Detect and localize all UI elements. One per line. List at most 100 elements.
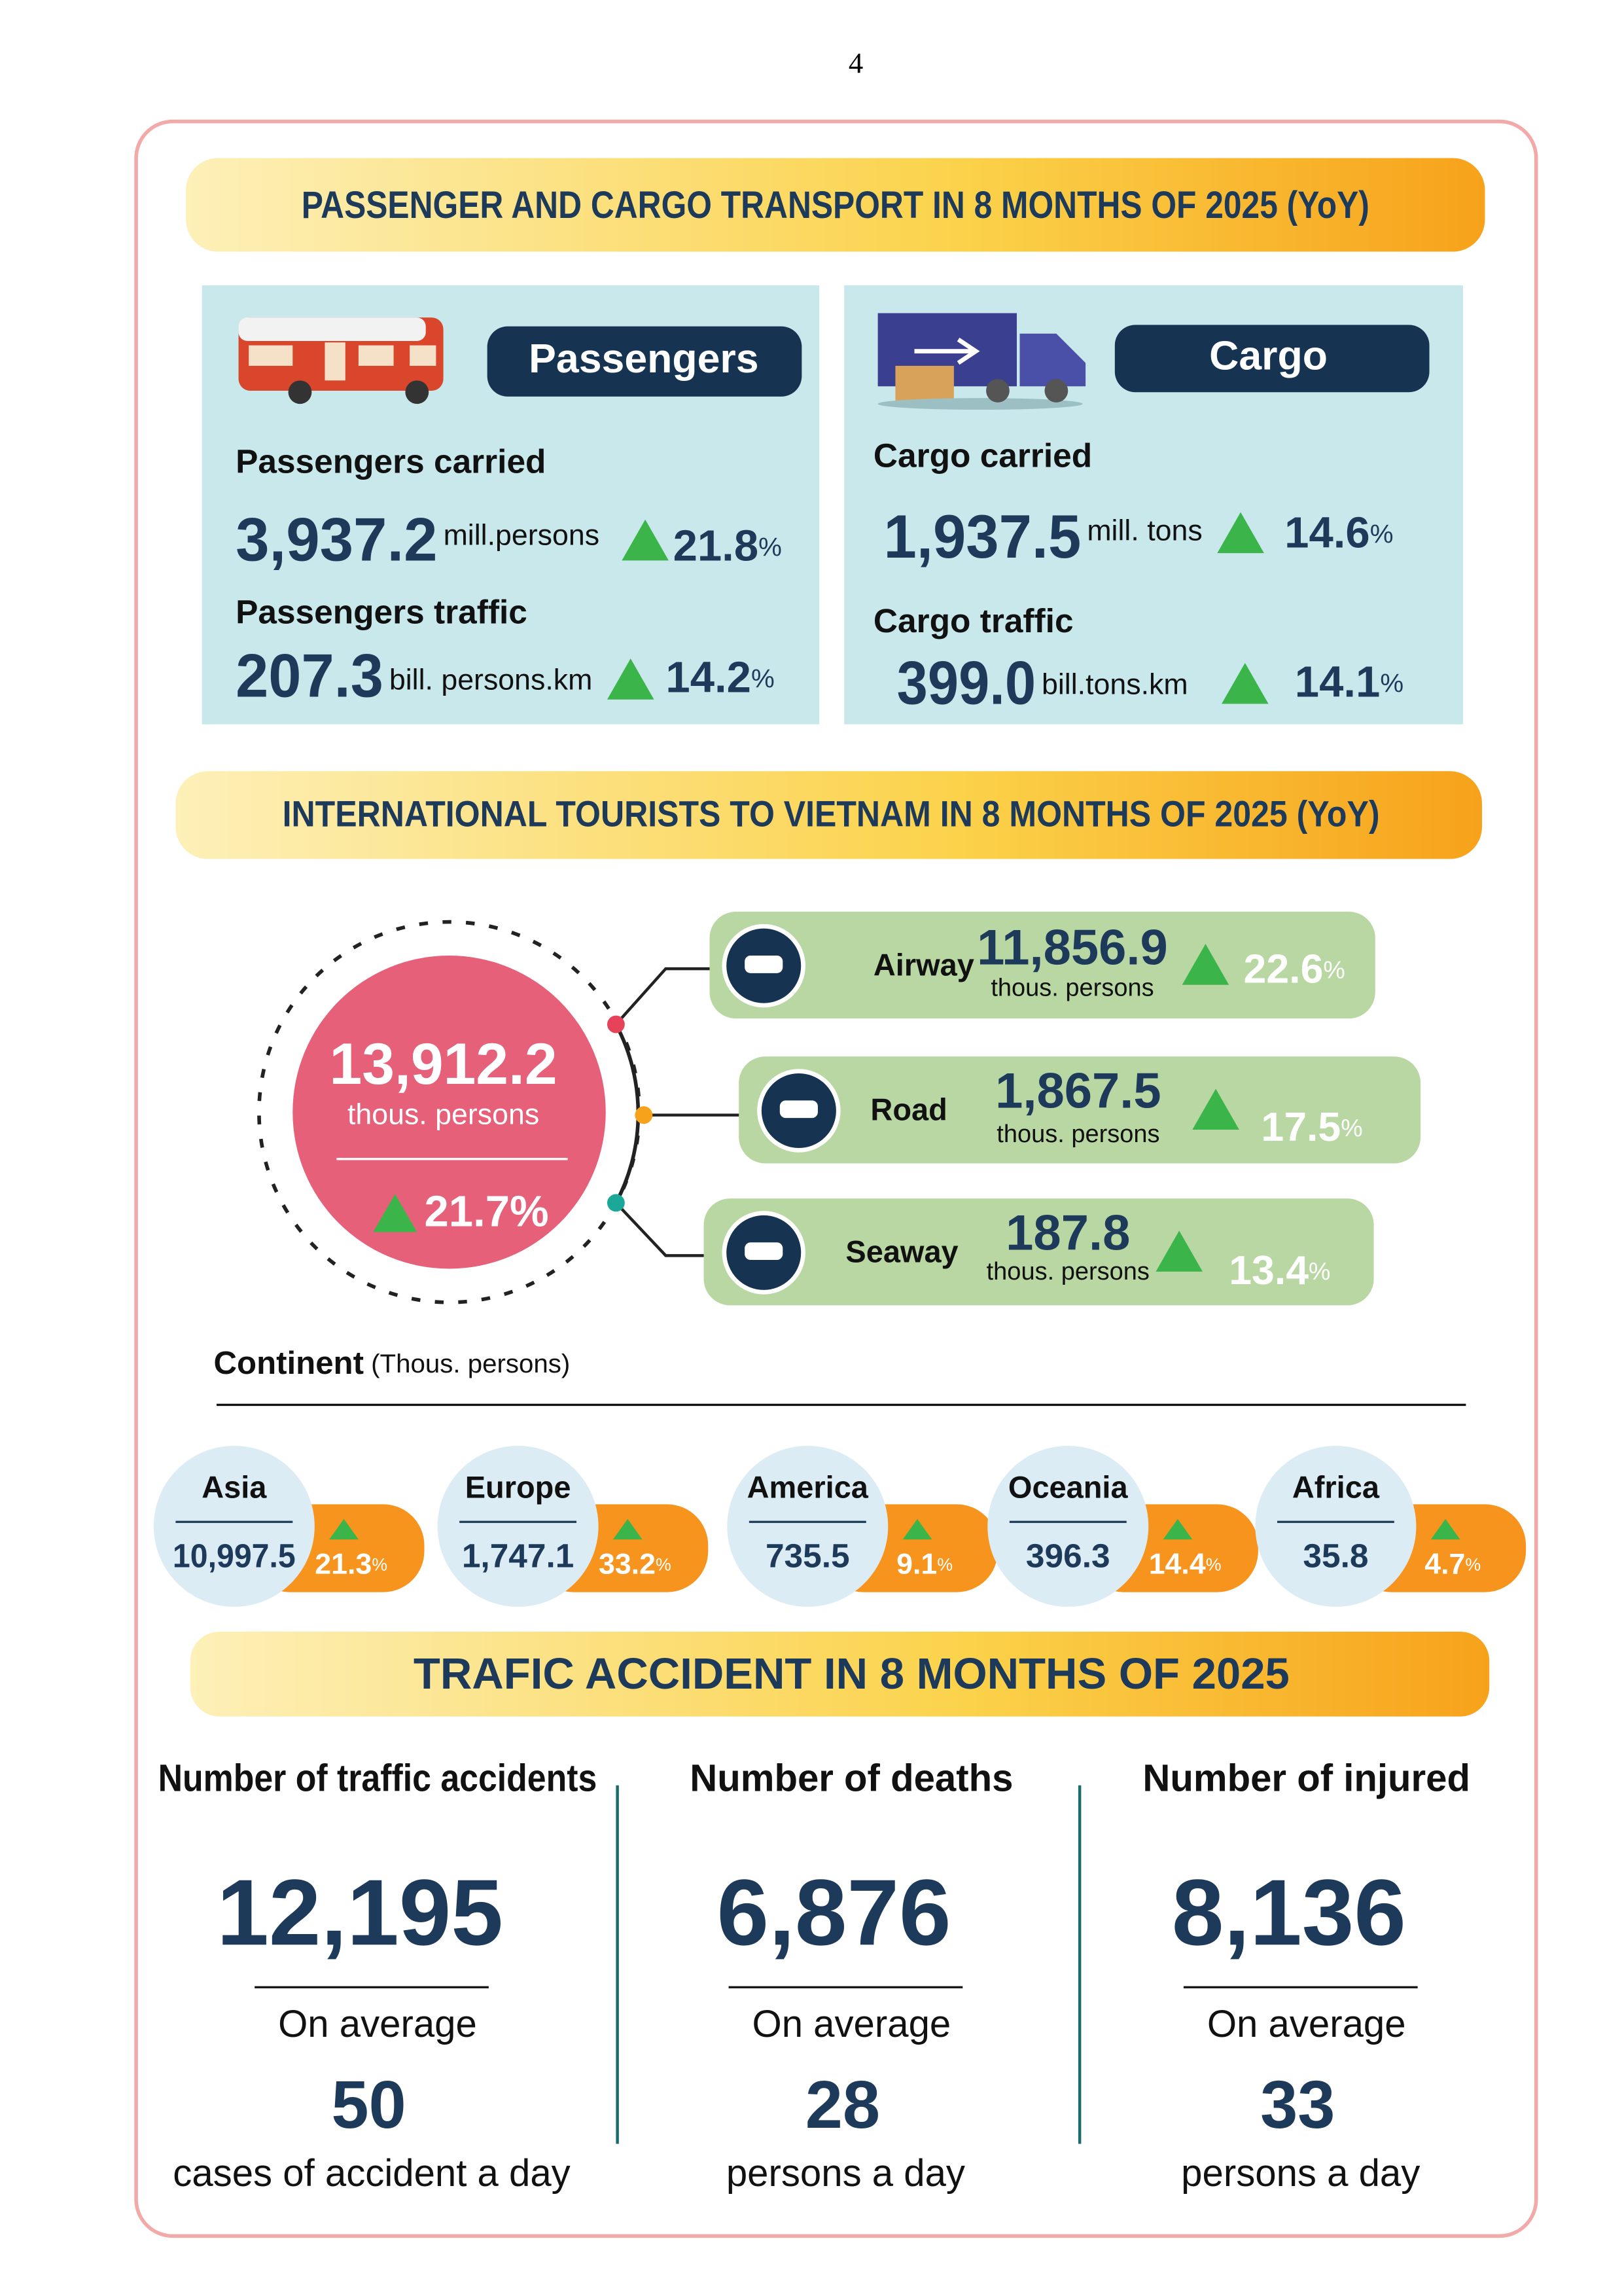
avg-label: On average <box>1207 2003 1406 2045</box>
metric-value: 207.3 <box>236 641 383 709</box>
change: 21.8% <box>673 521 782 570</box>
continent-name: Europe <box>465 1469 571 1504</box>
section-title: INTERNATIONAL TOURISTS TO VIETNAM IN 8 M… <box>283 793 1380 834</box>
column-value: 12,195 <box>217 1860 503 1965</box>
mode-name: Road <box>870 1092 947 1127</box>
change-value: 14.1 <box>1295 657 1381 706</box>
mode-box <box>709 911 1375 1019</box>
label-pill <box>1114 325 1430 393</box>
section-title: PASSENGER AND CARGO TRANSPORT IN 8 MONTH… <box>302 184 1369 226</box>
change-unit: % <box>372 1554 387 1574</box>
mode-icon-glyph <box>745 955 783 973</box>
continent-value: 735.5 <box>766 1537 850 1575</box>
mode-icon-glyph <box>745 1242 783 1261</box>
up-arrow <box>607 658 654 700</box>
change-value: 14.2 <box>665 653 751 702</box>
column-heading: Number of deaths <box>690 1757 1013 1799</box>
page-number: 4 <box>849 46 863 79</box>
metric-name: Passengers carried <box>236 442 546 480</box>
change-unit: % <box>751 664 775 693</box>
change-unit: % <box>1309 1257 1330 1285</box>
metric-name: Cargo traffic <box>874 601 1074 639</box>
continent-circle <box>1255 1445 1417 1607</box>
continent-label: Continent <box>214 1345 364 1381</box>
avg-value: 33 <box>1260 2067 1335 2142</box>
continent-circle <box>987 1445 1149 1607</box>
total-change: 21.7% <box>425 1187 549 1236</box>
total-circle <box>292 955 606 1269</box>
continent-heading: Continent (Thous. persons) <box>214 1345 571 1381</box>
change: 14.1% <box>1295 657 1403 706</box>
change-unit: % <box>1370 519 1394 548</box>
panel-label: Cargo <box>1209 332 1328 378</box>
change: 14.2% <box>665 653 774 702</box>
avg-label: On average <box>752 2003 951 2045</box>
change-unit: % <box>1465 1554 1481 1574</box>
mode-unit: thous. persons <box>997 1121 1159 1148</box>
up-arrow <box>329 1518 359 1540</box>
continent-unit: (Thous. persons) <box>371 1349 570 1378</box>
change-unit: % <box>1380 668 1403 698</box>
change-value: 9.1 <box>896 1548 937 1580</box>
avg-value: 50 <box>331 2067 406 2142</box>
metric-value: 1,937.5 <box>884 502 1082 571</box>
change: 17.5% <box>1261 1104 1362 1150</box>
up-arrow <box>1192 1088 1239 1130</box>
mode-name: Airway <box>874 947 974 982</box>
dot <box>607 1015 625 1033</box>
panel-label: Passengers <box>529 336 758 382</box>
avg-unit: persons a day <box>726 2152 965 2195</box>
avg-unit: persons a day <box>1181 2152 1420 2195</box>
avg-label: On average <box>278 2003 477 2045</box>
mode-box <box>739 1056 1421 1164</box>
continent-value: 396.3 <box>1026 1537 1110 1575</box>
continent-value: 10,997.5 <box>173 1537 296 1575</box>
change-unit: % <box>1206 1554 1222 1574</box>
avg-unit: cases of accident a day <box>173 2152 570 2195</box>
banner <box>175 771 1483 859</box>
continent-value: 35.8 <box>1303 1537 1368 1575</box>
section-title: TRAFIC ACCIDENT IN 8 MONTHS OF 2025 <box>414 1649 1290 1698</box>
metric-name: Passengers traffic <box>236 593 527 631</box>
change: 13.4% <box>1229 1247 1330 1293</box>
up-arrow <box>1156 1230 1203 1272</box>
mode-unit: thous. persons <box>987 1258 1150 1285</box>
metric-unit: bill.tons.km <box>1042 668 1188 700</box>
change: 33.2% <box>599 1548 671 1580</box>
change-value: 17.5 <box>1261 1104 1341 1150</box>
connectors <box>614 967 743 1257</box>
continent-name: Asia <box>202 1469 267 1504</box>
banner <box>186 158 1485 252</box>
change-unit: % <box>656 1554 671 1574</box>
change: 4.7% <box>1424 1548 1481 1580</box>
change-value: 14.4 <box>1149 1548 1206 1580</box>
up-arrow <box>902 1518 932 1540</box>
mode-unit: thous. persons <box>991 974 1154 1001</box>
change-value: 21.8 <box>673 521 759 570</box>
continent-circle <box>437 1445 599 1607</box>
change-value: 33.2 <box>599 1548 656 1580</box>
up-arrow <box>1222 662 1269 704</box>
truck-icon <box>877 313 1086 410</box>
metric-unit: mill.persons <box>444 519 599 551</box>
column-heading: Number of traffic accidents <box>158 1757 597 1799</box>
label-pill <box>487 326 802 397</box>
column-value: 6,876 <box>717 1860 951 1965</box>
change: 21.3% <box>315 1548 387 1580</box>
avg-value: 28 <box>805 2067 880 2142</box>
mode-value: 1,867.5 <box>995 1063 1161 1119</box>
up-arrow <box>373 1194 417 1232</box>
change-unit: % <box>1341 1114 1362 1141</box>
mode-box <box>703 1198 1374 1306</box>
change: 14.6% <box>1284 508 1393 557</box>
continent-circle <box>727 1445 889 1607</box>
change-value: 22.6 <box>1244 946 1324 992</box>
change-unit: % <box>1323 956 1345 984</box>
change: 14.4% <box>1149 1548 1222 1580</box>
mode-icon-glyph <box>779 1100 818 1119</box>
change-value: 4.7 <box>1424 1548 1465 1580</box>
frame <box>134 119 1538 2238</box>
metric-unit: mill. tons <box>1087 515 1202 547</box>
total-value: 13,912.2 <box>330 1031 557 1096</box>
